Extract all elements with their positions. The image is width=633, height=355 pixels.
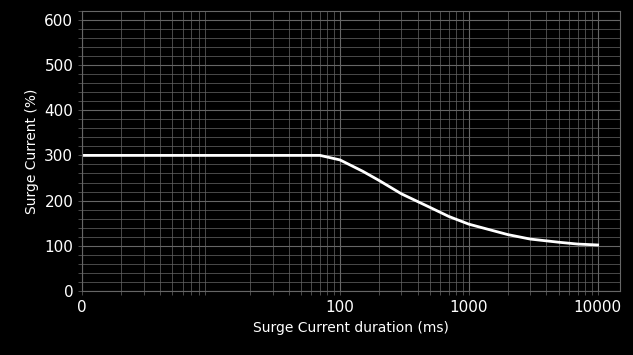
- X-axis label: Surge Current duration (ms): Surge Current duration (ms): [253, 321, 449, 335]
- Y-axis label: Surge Current (%): Surge Current (%): [25, 88, 39, 214]
